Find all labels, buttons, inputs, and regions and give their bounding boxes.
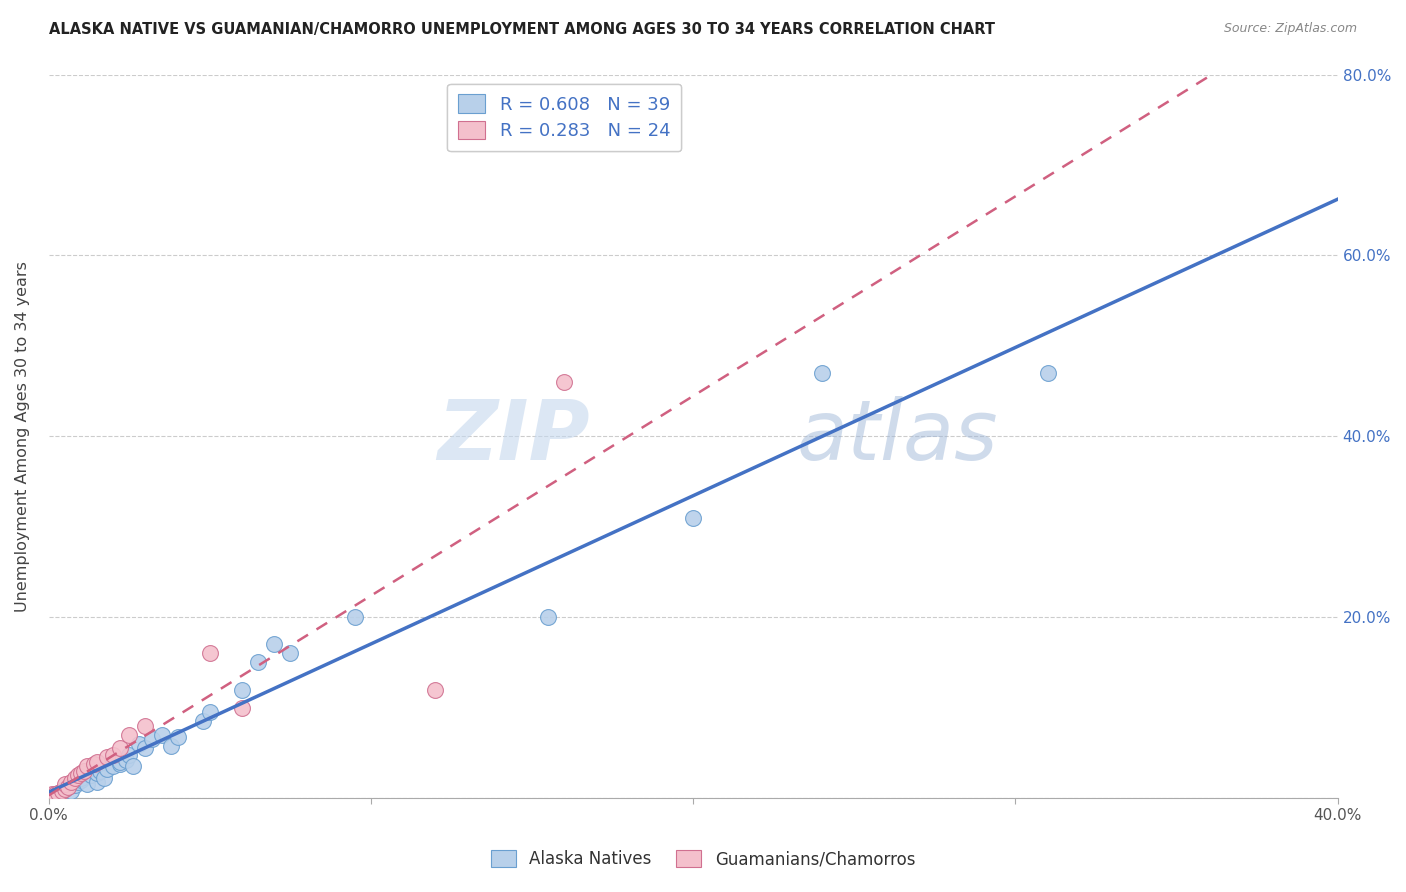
Point — [160, 739, 183, 753]
Point — [86, 774, 108, 789]
Point — [96, 762, 118, 776]
Point — [93, 771, 115, 785]
Point — [96, 750, 118, 764]
Point — [425, 682, 447, 697]
Point — [86, 765, 108, 780]
Point — [198, 705, 221, 719]
Point — [56, 780, 79, 795]
Point — [193, 714, 215, 729]
Point — [1036, 366, 1059, 380]
Text: ALASKA NATIVE VS GUAMANIAN/CHAMORRO UNEMPLOYMENT AMONG AGES 30 TO 34 YEARS CORRE: ALASKA NATIVE VS GUAMANIAN/CHAMORRO UNEM… — [49, 22, 995, 37]
Point — [150, 728, 173, 742]
Point — [70, 765, 93, 780]
Point — [108, 741, 131, 756]
Point — [118, 747, 141, 762]
Point — [53, 777, 76, 791]
Point — [682, 510, 704, 524]
Point — [89, 764, 111, 778]
Point — [166, 730, 188, 744]
Y-axis label: Unemployment Among Ages 30 to 34 years: Unemployment Among Ages 30 to 34 years — [15, 260, 30, 612]
Point — [76, 777, 98, 791]
Point — [48, 786, 70, 800]
Text: Source: ZipAtlas.com: Source: ZipAtlas.com — [1223, 22, 1357, 36]
Point — [198, 646, 221, 660]
Point — [108, 756, 131, 771]
Point — [118, 728, 141, 742]
Point — [66, 774, 89, 789]
Point — [53, 782, 76, 797]
Text: atlas: atlas — [796, 396, 998, 477]
Point — [41, 788, 63, 802]
Point — [48, 786, 70, 800]
Point — [128, 737, 150, 751]
Point — [263, 637, 285, 651]
Point — [121, 759, 143, 773]
Legend: Alaska Natives, Guamanians/Chamorros: Alaska Natives, Guamanians/Chamorros — [484, 843, 922, 875]
Point — [56, 780, 79, 795]
Point — [247, 656, 270, 670]
Point — [231, 700, 253, 714]
Point — [44, 787, 66, 801]
Point — [76, 759, 98, 773]
Point — [553, 375, 575, 389]
Point — [86, 755, 108, 769]
Legend: R = 0.608   N = 39, R = 0.283   N = 24: R = 0.608 N = 39, R = 0.283 N = 24 — [447, 84, 682, 151]
Point — [79, 768, 101, 782]
Point — [60, 784, 83, 798]
Point — [115, 753, 138, 767]
Point — [73, 764, 96, 778]
Point — [83, 756, 105, 771]
Point — [63, 778, 86, 792]
Point — [103, 747, 125, 762]
Point — [70, 771, 93, 785]
Point — [134, 741, 156, 756]
Point — [343, 610, 366, 624]
Point — [63, 771, 86, 785]
Point — [811, 366, 834, 380]
Point — [66, 768, 89, 782]
Point — [53, 782, 76, 797]
Point — [231, 682, 253, 697]
Point — [280, 646, 302, 660]
Point — [537, 610, 560, 624]
Point — [70, 772, 93, 787]
Point — [103, 759, 125, 773]
Point — [141, 732, 163, 747]
Point — [60, 774, 83, 789]
Point — [134, 719, 156, 733]
Point — [44, 787, 66, 801]
Text: ZIP: ZIP — [437, 396, 591, 477]
Point — [108, 755, 131, 769]
Point — [51, 784, 73, 798]
